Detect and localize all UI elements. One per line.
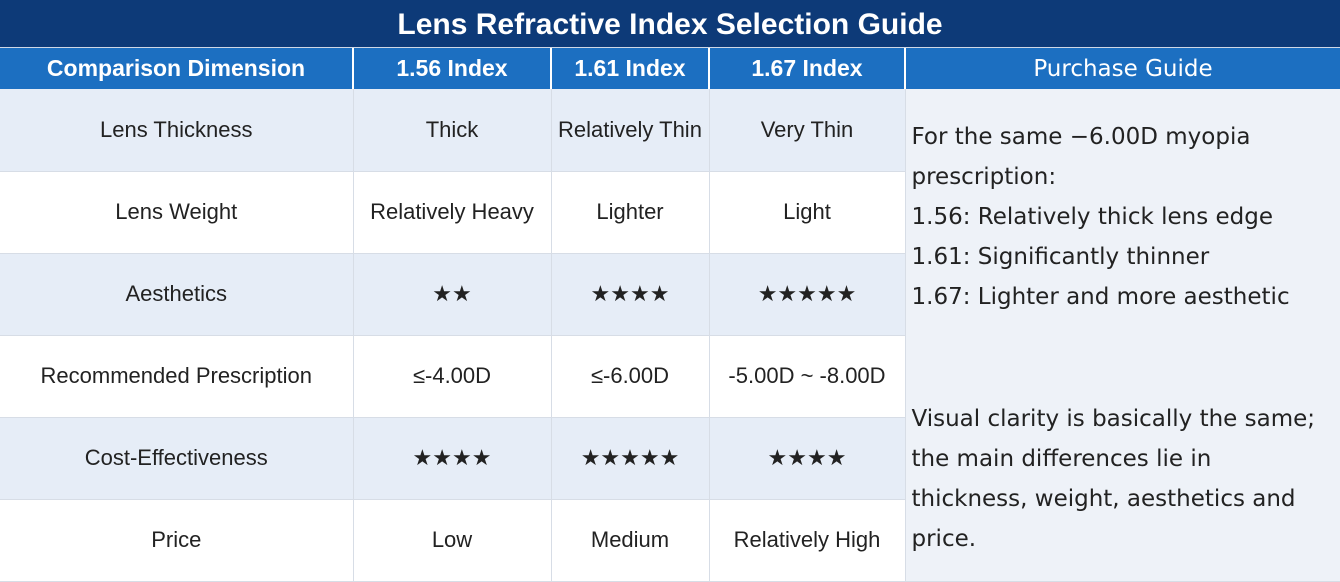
table-title: Lens Refractive Index Selection Guide [0, 0, 1340, 48]
header-cell: Comparison Dimension [0, 48, 354, 89]
value-cell: Relatively Thin [551, 89, 710, 172]
dimension-cell: Recommended Prescription [0, 335, 354, 418]
guide-line: For the same −6.00D myopia prescription: [911, 124, 1251, 190]
value-cell: -5.00D ~ -8.00D [709, 335, 906, 418]
guide-line: 1.61: Significantly thinner [911, 244, 1210, 270]
value-cell: Medium [551, 499, 710, 582]
dimension-cell: Aesthetics [0, 253, 354, 336]
header-cell: 1.61 Index [551, 48, 710, 89]
value-cell: Light [709, 171, 906, 254]
table-row: Aesthetics ★★ ★★★★ ★★★★★ [0, 253, 1340, 336]
table-body: Lens Thickness Thick Relatively Thin Very T… [0, 89, 1340, 582]
header-cell: 1.67 Index [709, 48, 906, 89]
value-cell: ★★★★ [551, 253, 710, 336]
header-cell: Purchase Guide [905, 48, 1340, 89]
value-cell: ≤-6.00D [551, 335, 710, 418]
table-row: Recommended Prescription ≤-4.00D ≤-6.00D -5… [0, 335, 1340, 418]
dimension-cell: Cost-Effectiveness [0, 417, 354, 500]
dimension-cell: Price [0, 499, 354, 582]
guide-line: 1.56: Relatively thick lens edge [911, 204, 1274, 230]
header-row: Comparison Dimension 1.56 Index 1.61 Ind… [0, 48, 1340, 89]
value-cell: Low [353, 499, 552, 582]
value-cell: ★★★★ [353, 417, 552, 500]
value-cell: Lighter [551, 171, 710, 254]
value-cell: ≤-4.00D [353, 335, 552, 418]
comparison-table: Comparison Dimension 1.56 Index 1.61 Ind… [0, 48, 1340, 582]
guide-note: Visual clarity is basically the same; th… [911, 406, 1316, 552]
header-cell: 1.56 Index [353, 48, 552, 89]
value-cell: ★★★★ [709, 417, 906, 500]
value-cell: Thick [353, 89, 552, 172]
value-cell: Very Thin [709, 89, 906, 172]
value-cell: ★★★★★ [551, 417, 710, 500]
table-row: Lens Thickness Thick Relatively Thin Very T… [0, 89, 1340, 582]
value-cell: ★★ [353, 253, 552, 336]
dimension-cell: Lens Thickness [0, 89, 354, 172]
table-row: Cost-Effectiveness ★★★★ ★★★★★ ★★★★ [0, 417, 1340, 500]
dimension-cell: Lens Weight [0, 171, 354, 254]
table-row: Lens Weight Relatively Heavy Lighter Light [0, 171, 1340, 254]
guide-line: 1.67: Lighter and more aesthetic [911, 284, 1290, 310]
value-cell: Relatively High [709, 499, 906, 582]
purchase-guide-cell: For the same −6.00D myopia prescription:… [905, 89, 1340, 582]
table-row: Price Low Medium Relatively High [0, 499, 1340, 582]
value-cell: Relatively Heavy [353, 171, 552, 254]
value-cell: ★★★★★ [709, 253, 906, 336]
